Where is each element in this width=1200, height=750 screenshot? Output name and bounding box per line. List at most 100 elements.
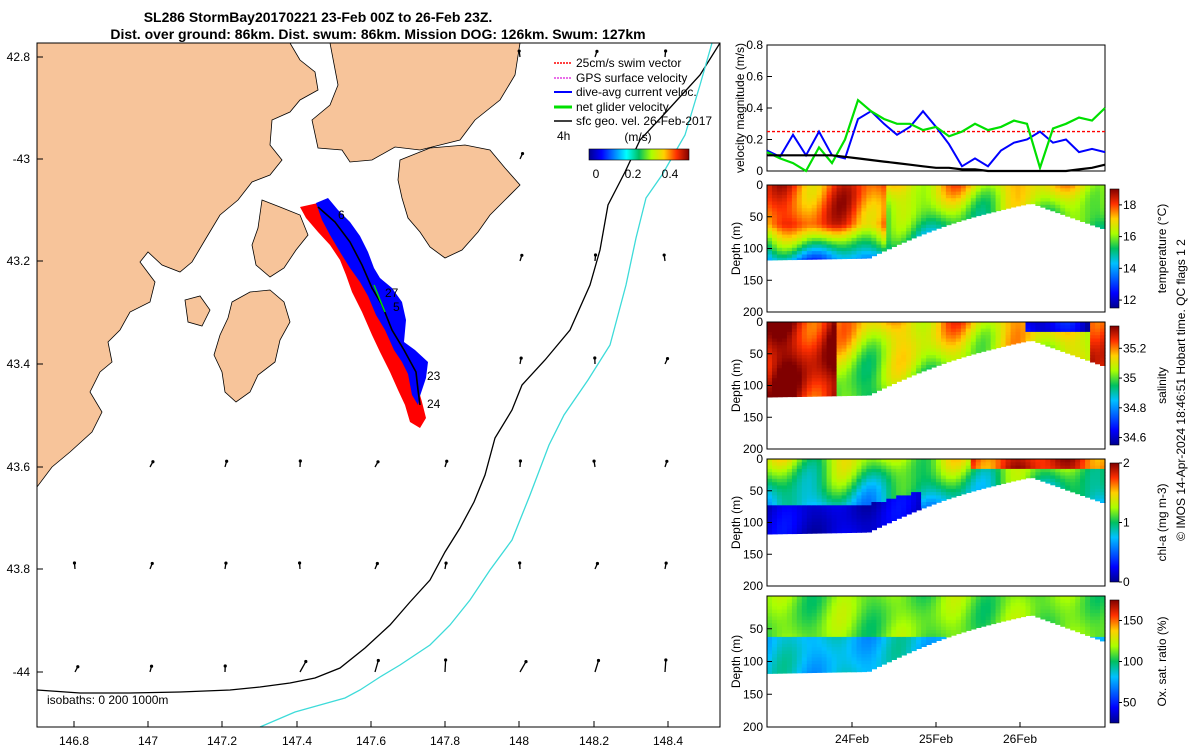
section-cell	[811, 201, 818, 206]
section-cell	[950, 616, 957, 621]
section-cell	[826, 257, 833, 260]
section-cell	[1010, 468, 1017, 473]
section-cell	[791, 208, 798, 213]
section-cell	[1020, 188, 1027, 193]
section-cell	[980, 459, 987, 463]
section-cell	[772, 664, 778, 669]
section-cell	[1050, 482, 1056, 486]
section-cell	[821, 636, 828, 641]
legend-dive-avg-label: dive-avg current veloc.	[576, 85, 697, 99]
section-cell	[1015, 472, 1022, 477]
section-cell	[886, 468, 892, 473]
section-cell	[876, 647, 882, 652]
section-cell	[1060, 459, 1066, 463]
section-cell	[1100, 351, 1106, 356]
section-cell	[776, 254, 783, 259]
section-cell	[901, 345, 907, 350]
section-cell	[767, 475, 773, 480]
section-cell	[806, 355, 813, 359]
section-cell	[861, 251, 867, 255]
section-cell	[1020, 462, 1027, 467]
section-cell	[876, 191, 882, 196]
section-cell	[906, 630, 912, 635]
swim-vector-swath	[300, 203, 426, 428]
section-cell	[886, 602, 892, 607]
section-cell	[816, 371, 823, 376]
section-cell	[841, 657, 848, 662]
section-cell	[846, 502, 853, 506]
section-cell	[921, 348, 927, 353]
section-cell	[970, 596, 977, 600]
legend-4h: 4h	[557, 129, 570, 143]
section-cell	[821, 331, 828, 336]
section-cell	[960, 602, 967, 607]
section-cell	[876, 351, 882, 356]
map-y-tick-label: 43.4	[7, 357, 31, 371]
section-cell	[871, 492, 877, 496]
section-cell	[1005, 596, 1012, 600]
section-cell	[975, 328, 982, 333]
section-cell	[881, 492, 887, 496]
section-cell	[836, 237, 843, 242]
sfc-velocity-arrowhead	[593, 356, 597, 360]
section-cell	[990, 623, 997, 625]
section-cell	[876, 358, 882, 363]
section-cell	[816, 257, 823, 260]
section-cell	[851, 198, 858, 203]
section-cell	[796, 231, 803, 236]
section-cell	[801, 636, 808, 641]
section-cell	[891, 636, 897, 641]
section-cell	[1045, 335, 1051, 340]
section-cell	[1080, 472, 1086, 477]
section-cell	[776, 191, 783, 196]
section-cell	[846, 664, 853, 669]
section-cell	[906, 623, 912, 628]
section-cell	[945, 355, 952, 359]
land-peninsula-east	[397, 144, 521, 259]
section-cell	[856, 650, 863, 655]
section-cell	[781, 365, 788, 369]
section-cell	[811, 325, 818, 330]
section-cell	[876, 237, 882, 242]
colorbar-tick-04: 0.4	[662, 167, 679, 181]
section-cell	[941, 596, 947, 600]
section-cell	[990, 475, 997, 480]
section-cell	[891, 371, 897, 376]
section-cell	[1055, 465, 1061, 470]
section-cell	[856, 465, 863, 470]
section-cell	[856, 495, 863, 500]
section-cell	[811, 218, 818, 222]
section-cell	[926, 338, 932, 343]
section-cell	[901, 234, 907, 239]
sfc-velocity-arrow	[664, 659, 667, 673]
section-cell	[816, 351, 823, 356]
section-cell	[851, 257, 858, 259]
sfc-velocity-arrowhead	[298, 459, 302, 463]
section-cell	[856, 201, 863, 206]
section-cell	[1005, 478, 1012, 483]
section-cell	[1085, 599, 1091, 604]
section-cell	[941, 214, 947, 219]
section-cell	[931, 185, 937, 189]
section-cell	[1010, 185, 1017, 189]
section-cell	[786, 237, 793, 242]
section-cell	[772, 325, 778, 330]
section-cell	[772, 341, 778, 346]
section-cell	[816, 660, 823, 665]
section-cell	[871, 505, 877, 510]
section-cell	[886, 459, 892, 463]
section-cell	[960, 345, 967, 350]
section-cell	[826, 498, 833, 503]
section-cell	[772, 459, 778, 463]
section-cell	[980, 482, 987, 487]
section-cell	[911, 599, 917, 604]
section-cell	[796, 194, 803, 199]
section-cell	[916, 224, 922, 229]
section-cell	[950, 468, 957, 473]
section-cell	[1070, 188, 1076, 193]
section-cell	[866, 613, 872, 618]
section-cell	[786, 391, 793, 396]
section-cell	[945, 609, 952, 614]
section-cell	[911, 602, 917, 607]
section-cell	[806, 511, 813, 516]
